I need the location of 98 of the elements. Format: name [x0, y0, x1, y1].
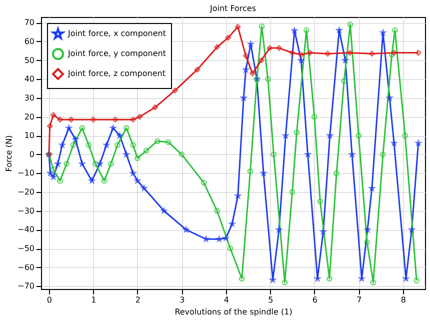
point — [50, 112, 56, 118]
point — [112, 116, 118, 123]
legend-label: Joint force, x component — [67, 29, 166, 38]
point — [270, 151, 277, 158]
point — [136, 114, 143, 120]
point — [134, 155, 140, 162]
y-tick-label: −60 — [18, 262, 34, 272]
y-tick-label: −50 — [18, 244, 34, 254]
point — [214, 208, 220, 214]
y-tick-label: 50 — [24, 56, 34, 65]
point — [165, 139, 172, 146]
point — [227, 246, 234, 252]
y-tick-label: 30 — [24, 93, 34, 102]
point — [123, 125, 130, 131]
legend-label: Joint force, y component — [67, 49, 166, 58]
point — [130, 116, 136, 123]
x-tick-label: 8 — [400, 296, 406, 304]
x-tick-label: 0 — [46, 296, 52, 304]
point — [341, 78, 347, 84]
point — [79, 125, 86, 131]
legend-label: Joint force, z component — [67, 69, 166, 78]
point — [258, 23, 265, 30]
y-axis-title: Force (N) — [4, 135, 14, 172]
point — [370, 279, 376, 286]
x-tick-label: 3 — [180, 296, 185, 304]
point — [368, 50, 375, 57]
point — [214, 44, 220, 50]
point — [108, 160, 114, 167]
point — [282, 279, 288, 286]
point — [46, 123, 53, 130]
point — [356, 132, 362, 139]
point — [250, 70, 256, 76]
point — [294, 129, 300, 136]
point — [258, 57, 264, 64]
y-tick-label: 0 — [29, 150, 34, 159]
x-tick-label: 7 — [356, 296, 362, 304]
point — [364, 239, 370, 246]
point — [289, 50, 296, 56]
x-tick-label: 4 — [224, 296, 229, 304]
point — [90, 116, 96, 123]
point — [289, 189, 296, 195]
point — [317, 198, 324, 204]
point — [347, 22, 354, 28]
point — [172, 87, 178, 94]
point — [234, 24, 241, 30]
y-tick-label: −10 — [18, 168, 34, 178]
point — [334, 170, 340, 176]
x-axis-title: Revolutions of the spindle (1) — [174, 308, 292, 316]
x-tick-label: 2 — [135, 296, 140, 304]
point — [143, 148, 150, 154]
point — [380, 151, 386, 158]
point — [265, 76, 271, 82]
point — [194, 66, 200, 73]
point — [392, 27, 398, 34]
point — [101, 178, 108, 184]
point — [64, 160, 70, 167]
x-tick-label: 1 — [91, 296, 96, 304]
point — [70, 142, 76, 148]
point — [326, 276, 332, 282]
point — [276, 45, 282, 52]
point — [311, 114, 318, 120]
point — [57, 116, 63, 123]
y-tick-label: 70 — [24, 18, 34, 28]
y-tick-label: −70 — [18, 282, 34, 291]
x-tick-label: 5 — [268, 296, 274, 304]
y-tick-label: −30 — [18, 206, 34, 216]
chart-title: Joint Forces — [208, 4, 256, 13]
point — [114, 142, 120, 148]
point — [154, 138, 160, 144]
point — [303, 27, 310, 34]
point — [298, 52, 304, 58]
point — [225, 34, 232, 41]
y-tick-label: −20 — [18, 188, 34, 197]
point — [307, 50, 313, 56]
point — [238, 276, 245, 282]
y-tick-label: −40 — [18, 225, 34, 234]
point — [388, 52, 395, 58]
point — [247, 168, 254, 174]
point — [324, 50, 331, 57]
point — [242, 52, 249, 59]
y-tick-label: 20 — [24, 112, 34, 122]
point — [50, 166, 56, 172]
point — [266, 45, 273, 52]
point — [346, 50, 353, 56]
y-tick-label: 40 — [24, 74, 34, 84]
point — [402, 132, 408, 139]
y-tick-label: 10 — [24, 131, 34, 140]
point — [68, 116, 74, 123]
point — [178, 151, 185, 158]
point — [92, 160, 98, 167]
point — [152, 104, 158, 110]
point — [57, 178, 63, 184]
point — [391, 50, 397, 56]
point — [130, 142, 136, 148]
x-tick-label: 6 — [312, 296, 318, 304]
y-tick-label: 60 — [24, 36, 34, 46]
point — [86, 142, 92, 148]
point — [200, 180, 207, 186]
